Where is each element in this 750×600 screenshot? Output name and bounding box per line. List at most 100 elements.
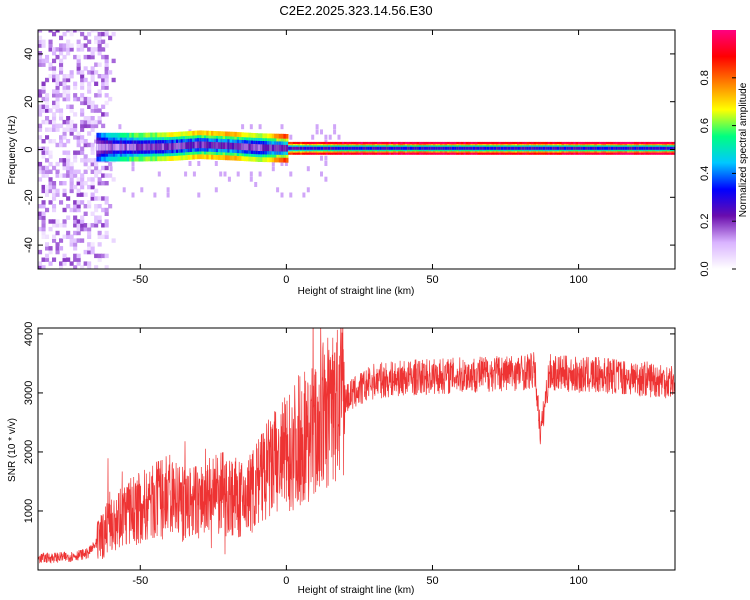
heatmap-noise-cell — [59, 81, 64, 86]
heatmap-noise-cell — [76, 188, 81, 194]
heatmap-noise-cell — [94, 62, 99, 67]
heatmap-noise-cell — [90, 223, 95, 228]
heatmap-signal-cell — [620, 146, 623, 150]
heatmap-noise-cell — [66, 234, 71, 239]
heatmap-signal-cell — [192, 141, 195, 149]
heatmap-noise-cell — [104, 230, 109, 236]
heatmap-noise-cell — [87, 204, 92, 209]
heatmap-noise-cell — [87, 104, 92, 109]
heatmap-noise-cell — [62, 161, 67, 167]
heatmap-signal-cell — [204, 141, 207, 149]
heatmap-noise-cell — [87, 234, 92, 239]
heatmap-noise-cell — [69, 207, 74, 213]
heatmap-noise-cell — [101, 173, 106, 178]
heatmap-signal-cell — [327, 146, 331, 150]
heatmap-signal-cell — [500, 146, 504, 150]
heatmap-noise-cell — [55, 219, 60, 224]
heatmap-noise-cell — [73, 204, 78, 209]
heatmap-noise-cell — [73, 150, 78, 155]
heatmap-noise-cell — [76, 62, 81, 67]
spectrogram-ticks: -50 0 50 100 -40 -20 0 20 40 — [23, 30, 675, 286]
heatmap-noise-cell — [48, 261, 53, 266]
heatmap-noise-cell — [90, 196, 95, 201]
heatmap-signal-cell — [138, 143, 142, 151]
heatmap-noise-cell — [45, 184, 50, 190]
snr-xlabel: Height of straight line (km) — [298, 585, 415, 596]
heatmap-noise-cell — [73, 246, 78, 251]
heatmap-noise-cell — [38, 89, 43, 94]
heatmap-noise-cell — [87, 249, 92, 255]
heatmap-noise-cell — [59, 139, 64, 144]
heatmap-noise-cell — [97, 215, 102, 220]
heatmap-noise-cell — [62, 93, 67, 98]
heatmap-noise-cell — [59, 43, 64, 48]
heatmap-noise-cell — [90, 192, 95, 197]
heatmap-noise-cell — [52, 104, 57, 109]
heatmap-noise-cell — [45, 173, 50, 178]
heatmap-signal-cell — [664, 146, 668, 150]
heatmap-noise-cell — [104, 74, 109, 79]
heatmap-sparse-cell — [188, 161, 192, 166]
heatmap-noise-cell — [76, 200, 81, 205]
heatmap-noise-cell — [62, 127, 67, 132]
heatmap-signal-cell — [493, 146, 497, 150]
heatmap-sparse-cell — [311, 134, 315, 140]
heatmap-noise-cell — [41, 169, 46, 174]
heatmap-signal-cell — [136, 143, 139, 151]
heatmap-noise-cell — [55, 127, 60, 132]
heatmap-signal-cell — [641, 146, 644, 150]
heatmap-noise-cell — [45, 188, 50, 194]
heatmap-noise-cell — [97, 35, 102, 41]
heatmap-noise-cell — [52, 74, 57, 79]
heatmap-noise-cell — [62, 81, 67, 86]
spectrogram-xlabel: Height of straight line (km) — [298, 286, 415, 297]
heatmap-signal-cell — [655, 146, 658, 150]
heatmap-signal-cell — [213, 142, 216, 149]
heatmap-signal-cell — [479, 146, 483, 150]
heatmap-noise-cell — [94, 207, 99, 213]
heatmap-noise-cell — [90, 158, 95, 163]
heatmap-signal-cell — [271, 144, 275, 152]
heatmap-noise-cell — [45, 257, 50, 262]
heatmap-signal-cell — [187, 142, 191, 149]
heatmap-noise-cell — [80, 181, 85, 186]
heatmap-signal-cell — [601, 146, 605, 150]
heatmap-signal-cell — [227, 142, 230, 150]
heatmap-noise-cell — [55, 173, 60, 178]
heatmap-noise-cell — [62, 31, 67, 37]
heatmap-signal-cell — [391, 146, 394, 150]
heatmap-signal-cell — [175, 142, 179, 150]
heatmap-noise-cell — [48, 219, 53, 224]
heatmap-noise-cell — [83, 154, 88, 159]
heatmap-noise-cell — [62, 150, 67, 155]
snr-panel: -50 0 50 100 1000 2000 3000 4000 Height of stra… — [7, 322, 676, 596]
heatmap-signal-cell — [393, 146, 396, 150]
heatmap-signal-cell — [143, 143, 146, 151]
heatmap-noise-cell — [73, 54, 78, 60]
heatmap-noise-cell — [52, 66, 57, 71]
heatmap-noise-cell — [73, 242, 78, 247]
heatmap-noise-cell — [48, 226, 53, 232]
heatmap-noise-cell — [80, 43, 85, 48]
heatmap-signal-cell — [617, 146, 621, 150]
spectrogram-ytick-label: 40 — [23, 48, 35, 60]
heatmap-signal-cell — [313, 146, 317, 150]
heatmap-noise-cell — [104, 234, 109, 239]
heatmap-noise-cell — [94, 30, 99, 33]
heatmap-noise-cell — [62, 142, 67, 148]
heatmap-signal-cell — [594, 146, 598, 150]
heatmap-noise-cell — [83, 66, 88, 71]
heatmap-signal-cell — [652, 146, 656, 150]
heatmap-signal-cell — [430, 146, 434, 150]
heatmap-signal-cell — [412, 146, 415, 150]
heatmap-noise-cell — [87, 261, 92, 266]
heatmap-noise-cell — [101, 104, 106, 109]
heatmap-noise-cell — [38, 30, 43, 33]
heatmap-signal-cell — [566, 146, 569, 150]
heatmap-noise-cell — [90, 181, 95, 186]
heatmap-noise-cell — [73, 112, 78, 117]
heatmap-signal-cell — [110, 143, 114, 151]
heatmap-sparse-cell — [258, 124, 262, 130]
heatmap-signal-cell — [108, 143, 111, 151]
heatmap-noise-cell — [48, 47, 53, 52]
